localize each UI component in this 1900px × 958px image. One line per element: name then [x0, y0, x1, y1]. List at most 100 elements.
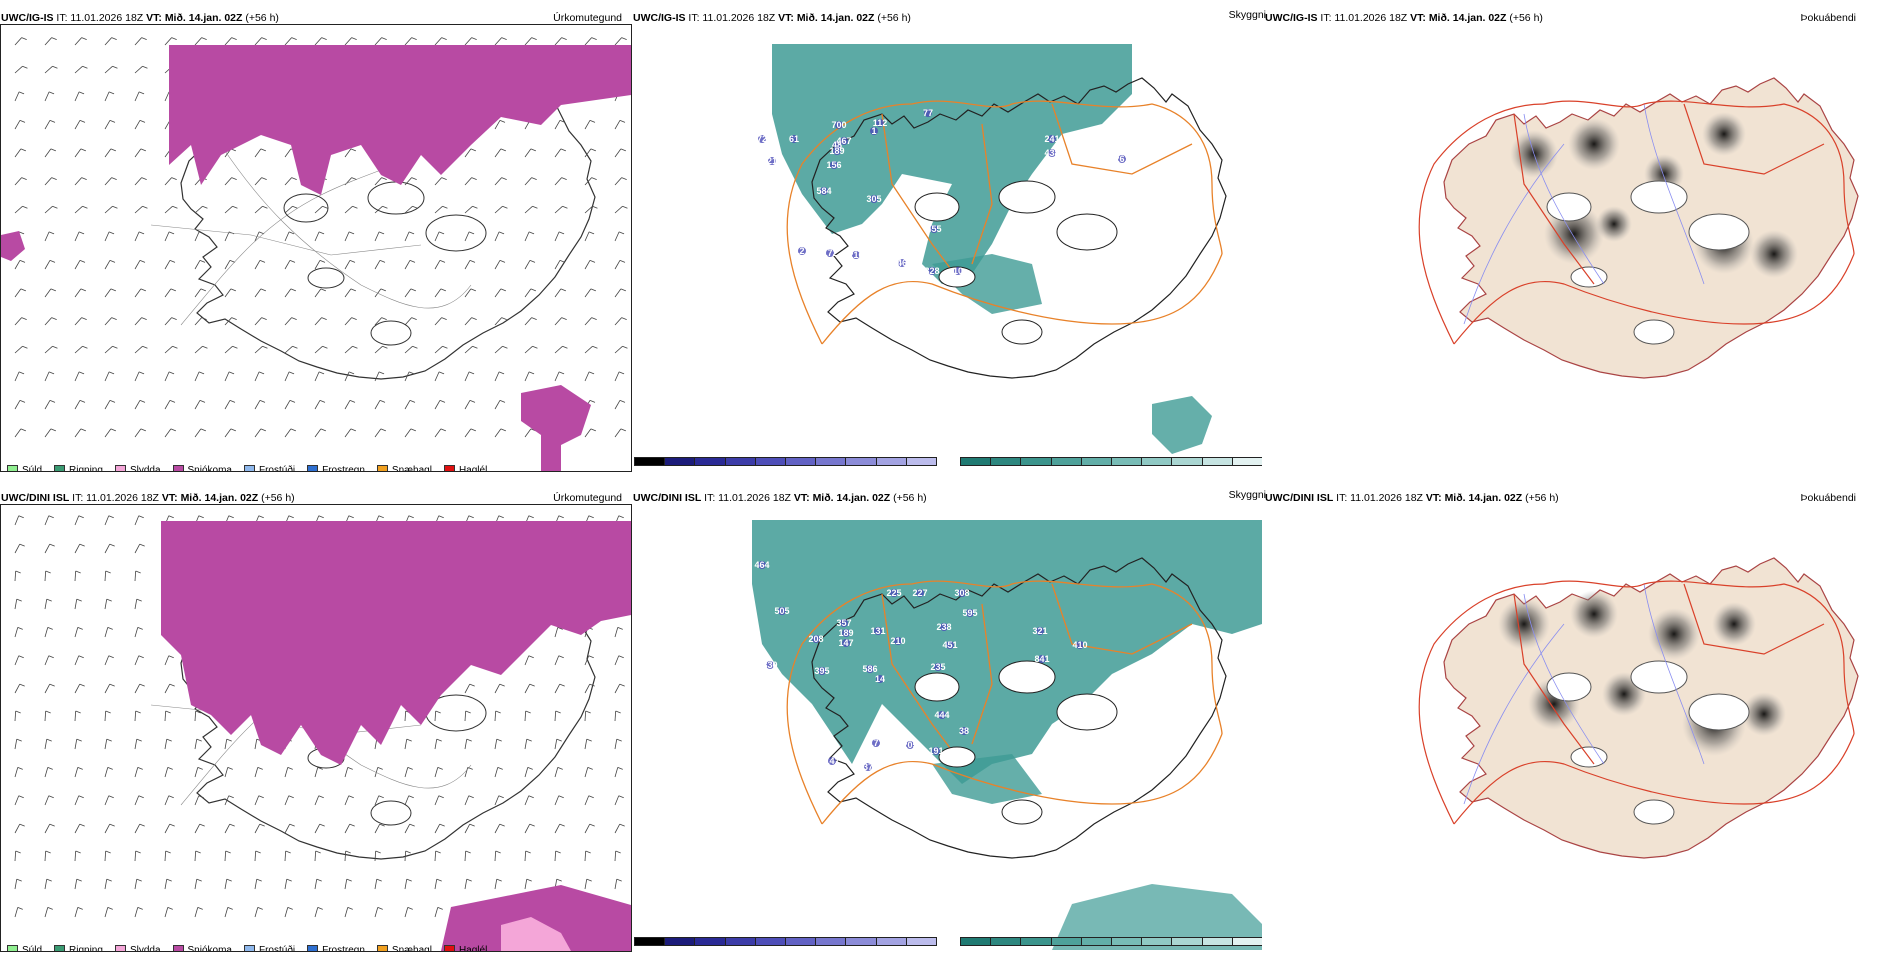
- ceiling-label: 77: [923, 108, 933, 118]
- ceiling-marker: [758, 135, 766, 143]
- legend-swatch: [376, 944, 388, 951]
- visibility-panel-dini: UWC/DINI ISL IT: 11.01.2026 18Z VT: Mið.…: [632, 488, 1322, 958]
- ceiling-label: 700: [831, 120, 846, 130]
- ceiling-marker: [830, 161, 838, 169]
- colorbar-swatch: [785, 457, 817, 466]
- ceiling-label: 216: [848, 250, 863, 260]
- ceiling-label: 841: [1034, 654, 1049, 664]
- ceiling-label: 172: [822, 248, 837, 258]
- colorbar-swatch: [1020, 937, 1052, 946]
- ceiling-marker: [1038, 655, 1046, 663]
- colorbar-swatch: [634, 457, 666, 466]
- ceiling-marker: [934, 663, 942, 671]
- ceiling-marker: [766, 661, 774, 669]
- colorbar-swatch: [1141, 457, 1173, 466]
- legend-swatch: [7, 464, 18, 471]
- ceiling-label: 467: [836, 136, 851, 146]
- map-visibility: 464 505 225 227 308 357 595 238 189 131 208 147 210 4…: [752, 520, 1262, 950]
- ceiling-label: 208: [808, 634, 823, 644]
- ceiling-label: 171: [868, 738, 883, 748]
- legend-item: Frostúði: [243, 944, 295, 951]
- ceiling-label: 357: [836, 618, 851, 628]
- ceiling-label: 147: [838, 638, 853, 648]
- ceiling-label: 455: [926, 224, 941, 234]
- ceiling-label: 48: [832, 140, 842, 150]
- colorbar-swatch: [960, 457, 992, 466]
- ceiling-label: 191: [928, 746, 943, 756]
- snow-areas: [161, 521, 631, 951]
- ceiling-label: 1: [871, 126, 876, 136]
- legend-label: Rigning: [69, 464, 103, 472]
- legend-item: Súld: [7, 464, 42, 471]
- colorbar-swatch: [724, 457, 756, 466]
- ceiling-label: 464: [754, 560, 769, 570]
- legend-item: Snæhagl: [376, 944, 432, 952]
- ceiling-label: 225: [886, 588, 901, 598]
- colorbar-tick: 10: [1252, 469, 1262, 470]
- legend-item: Frostregn: [307, 944, 365, 951]
- ceiling-marker: [872, 739, 880, 747]
- colorbar-swatch: [785, 937, 817, 946]
- ceiling-marker: [958, 589, 966, 597]
- colorbar-tick: 7: [1161, 469, 1168, 470]
- ceiling-label: 451: [942, 640, 957, 650]
- ceiling-label: 444: [934, 710, 949, 720]
- ceiling-label: 46: [897, 258, 907, 268]
- ceiling-label: 321: [1032, 626, 1047, 636]
- legend-swatch: [7, 944, 18, 951]
- legend-label: Snæhagl: [391, 944, 432, 952]
- colorbar-tick: 0: [646, 469, 653, 470]
- ceiling-marker: [916, 589, 924, 597]
- legend-item: Snæhagl: [376, 464, 432, 471]
- ceiling-marker: [864, 763, 872, 771]
- ceiling-marker: [758, 561, 766, 569]
- ceiling-label: 261: [1114, 154, 1129, 164]
- panel-title: UWC/DINI ISL IT: 11.01.2026 18Z VT: Mið.…: [1265, 492, 1559, 504]
- panel-title: UWC/DINI ISL IT: 11.01.2026 18Z VT: Mið.…: [633, 492, 927, 504]
- ceiling-label: 21: [767, 156, 777, 166]
- legend-item: Frostúði: [243, 464, 296, 472]
- colorbar-swatch: [754, 937, 786, 946]
- legend-swatch: [443, 944, 455, 951]
- ceiling-label: 305: [866, 194, 881, 204]
- ceiling-label: 395: [814, 666, 829, 676]
- legend-swatch: [243, 944, 255, 951]
- legend-item: Haglél: [443, 464, 487, 471]
- ceiling-label: 238: [936, 622, 951, 632]
- colorbar-swatch: [664, 457, 696, 466]
- map-fog: [1418, 77, 1859, 379]
- colorbar-swatch: [1020, 457, 1052, 466]
- ceiling-marker: [930, 225, 938, 233]
- roads: [786, 580, 1223, 825]
- ceiling-marker: [812, 635, 820, 643]
- ceiling-label: 14: [875, 674, 885, 684]
- ceiling-label: 112: [873, 118, 888, 128]
- map-frame: [1264, 504, 1894, 950]
- legend-swatch: [114, 464, 126, 471]
- map-frame: 77 112 700 1 48 72 61 467 189 21 156 584 305 241 438 26…: [632, 24, 1262, 470]
- ceiling-marker: [870, 195, 878, 203]
- colorbar-unit: m: [634, 469, 644, 470]
- legend-item: Slydda: [114, 944, 161, 951]
- ceiling-marker: [1118, 155, 1126, 163]
- colorbar-swatch: [905, 457, 937, 466]
- colorbar-swatch: [634, 937, 666, 946]
- colorbar-swatch: [694, 457, 726, 466]
- roads: [786, 100, 1223, 345]
- ceiling-label: 210: [890, 636, 905, 646]
- ceiling-marker: [1076, 641, 1084, 649]
- colorbar-swatch: [990, 457, 1022, 466]
- colorbar-swatch: [694, 937, 726, 946]
- ceiling-label: 37: [863, 762, 873, 772]
- colorbar-swatch: [845, 457, 877, 466]
- colorbar-swatch: [1201, 937, 1233, 946]
- colorbar-swatch: [1171, 457, 1203, 466]
- legend-label: Haglél: [458, 944, 488, 952]
- legend-label: Frostúði: [258, 464, 296, 472]
- ceiling-marker: [1048, 135, 1056, 143]
- ceiling-marker: [906, 741, 914, 749]
- fog-panel-ig: UWC/IG-IS IT: 11.01.2026 18Z VT: Mið. 14…: [1264, 8, 1900, 478]
- legend-swatch: [307, 464, 319, 471]
- legend-swatch: [443, 464, 455, 471]
- legend-item: Slydda: [114, 464, 161, 471]
